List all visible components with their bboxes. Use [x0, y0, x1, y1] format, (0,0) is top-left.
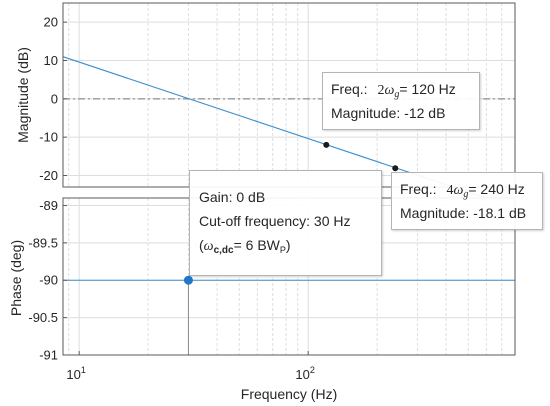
omega-subscript: g [463, 189, 469, 200]
tooltip-frequency-row: Freq.: 2ωg= 120 Hz [331, 77, 479, 101]
tooltip-gain-row: Gain: 0 dB [199, 189, 266, 205]
magnitude-y-ticks: 20 10 0 -10 -20 [39, 15, 67, 183]
magnitude-grid [63, 3, 516, 187]
phase-y-ticks: -89 -89.5 -90 -90.5 -91 [28, 198, 67, 363]
tooltip-magnitude-row: Magnitude: -18.1 dB [400, 205, 527, 221]
tooltip-magnitude-120hz: Freq.: 2ωg= 120 Hz Magnitude: -12 dB [322, 72, 480, 130]
y-tick-label: -90 [39, 273, 58, 288]
frequency-expression: 4ωg [446, 183, 469, 200]
y-tick-label: -89.5 [28, 235, 58, 250]
phase-data-point [183, 275, 193, 285]
tooltip-bandwidth-row: (ωc,dc= 6 BWP) [199, 233, 381, 257]
phase-markers [183, 275, 193, 285]
tooltip-magnitude-240hz: Freq.: 4ωg= 240 Hz Magnitude: -18.1 dB [391, 172, 543, 230]
y-tick-label: -90.5 [28, 310, 58, 325]
x-tick-label: 101 [66, 365, 85, 382]
frequency-label: Freq.: [400, 181, 437, 197]
y-tick-label: 0 [51, 91, 58, 106]
frequency-coefficient: 2 [377, 83, 385, 98]
y-tick-label: -91 [39, 348, 58, 363]
omega-symbol: ω [453, 183, 464, 198]
phase-x-ticks: 101 102 [66, 351, 315, 382]
bandwidth-value: = 6 BW [233, 237, 280, 253]
tooltip-cutoff-row: Cut-off frequency: 30 Hz [199, 213, 351, 229]
frequency-coefficient: 4 [446, 183, 454, 198]
omega-subscript: g [394, 89, 400, 100]
magnitude-markers [323, 141, 399, 172]
frequency-value: = 120 Hz [399, 81, 456, 97]
frequency-expression: 2ωg [377, 83, 400, 100]
frequency-x-axis-label: Frequency (Hz) [241, 386, 337, 402]
y-tick-label: -10 [39, 130, 58, 145]
open-paren: ( [199, 237, 204, 253]
frequency-label: Freq.: [331, 81, 368, 97]
magnitude-data-point [392, 165, 399, 172]
omega-subscript: c,dc [213, 245, 234, 256]
tooltip-magnitude-row: Magnitude: -12 dB [331, 105, 446, 121]
tooltip-phase-30hz: Gain: 0 dB Cut-off frequency: 30 Hz (ωc,… [189, 170, 382, 276]
phase-y-axis-label: Phase (deg) [8, 240, 24, 316]
close-paren: ) [285, 237, 291, 253]
y-tick-label: 10 [44, 53, 58, 68]
magnitude-data-point [323, 141, 330, 148]
omega-symbol: ω [203, 239, 214, 254]
y-tick-label: -89 [39, 198, 58, 213]
x-tick-label: 102 [295, 365, 314, 382]
frequency-value: = 240 Hz [468, 181, 525, 197]
bandwidth-subscript: P [279, 245, 286, 255]
magnitude-y-axis-label: Magnitude (dB) [15, 47, 31, 143]
tooltip-frequency-row: Freq.: 4ωg= 240 Hz [400, 177, 542, 201]
y-tick-label: -20 [39, 168, 58, 183]
omega-symbol: ω [384, 83, 395, 98]
y-tick-label: 20 [44, 15, 58, 30]
